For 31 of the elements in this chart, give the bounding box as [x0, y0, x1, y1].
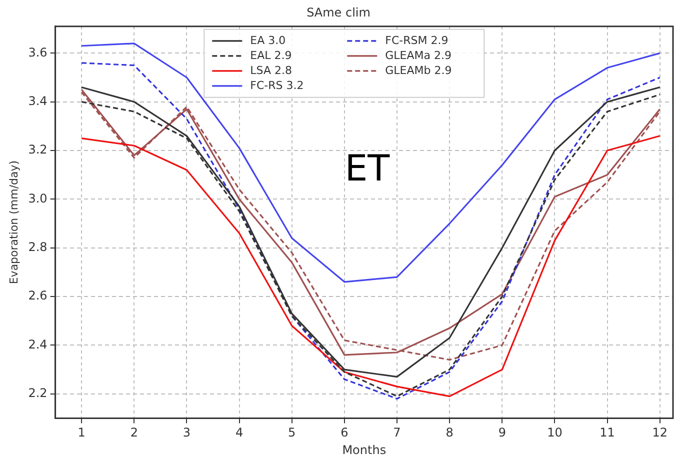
chart-title: SAme clim: [306, 5, 370, 20]
x-tick-label: 2: [130, 426, 138, 440]
y-axis-title: Evaporation (mm/day): [7, 160, 20, 284]
x-tick-label: 5: [288, 426, 296, 440]
x-tick-label: 10: [547, 426, 562, 440]
legend-label: LSA 2.8: [250, 64, 292, 77]
x-tick-label: 8: [446, 426, 454, 440]
x-tick-label: 11: [600, 426, 615, 440]
x-tick-label: 1: [78, 426, 86, 440]
x-tick-label: 4: [235, 426, 244, 440]
x-tick-label: 3: [182, 426, 191, 440]
x-tick-label: 6: [340, 426, 348, 440]
y-tick-label: 2.6: [28, 288, 48, 303]
annotation: ET: [344, 148, 391, 190]
x-tick-label: 7: [393, 426, 401, 440]
y-tick-label: 3.4: [28, 94, 48, 108]
x-tick-label: 12: [652, 426, 668, 440]
y-tick-label: 2.4: [28, 337, 48, 352]
legend-label: EA 3.0: [250, 34, 286, 47]
x-axis-title: Months: [342, 442, 386, 457]
legend-label: EAL 2.9: [250, 48, 292, 62]
y-tick-label: 3.6: [28, 45, 48, 60]
y-tick-label: 2.2: [28, 386, 48, 400]
y-tick-label: 3.0: [28, 191, 48, 206]
legend-label: GLEAMb 2.9: [385, 64, 452, 77]
legend-label: FC-RS 3.2: [250, 78, 304, 92]
legend-label: GLEAMa 2.9: [385, 48, 452, 62]
y-tick-label: 2.8: [28, 240, 48, 254]
legend-label: FC-RSM 2.9: [385, 34, 448, 47]
y-tick-label: 3.2: [28, 142, 48, 157]
x-tick-label: 9: [498, 426, 506, 440]
